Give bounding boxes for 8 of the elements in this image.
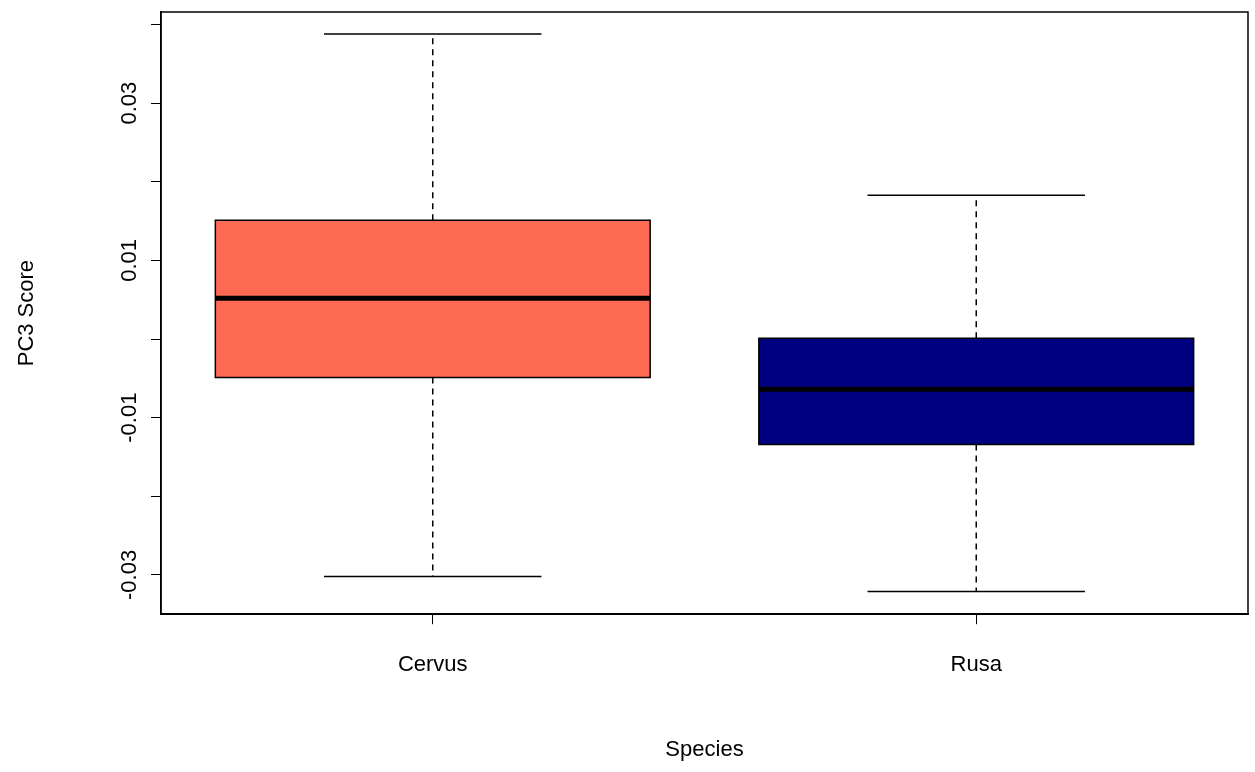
y-tick-label: 0.03 [116,81,142,125]
y-tick-label: 0.01 [116,239,142,282]
x-tick-label: Rusa [950,651,1003,677]
x-tick-label: Cervus [397,651,468,677]
y-tick-label: -0.01 [116,392,142,443]
y-tick-label: -0.03 [116,549,142,600]
x-axis-title: Species [665,735,744,761]
y-axis-title: PC3 Score [13,259,39,367]
